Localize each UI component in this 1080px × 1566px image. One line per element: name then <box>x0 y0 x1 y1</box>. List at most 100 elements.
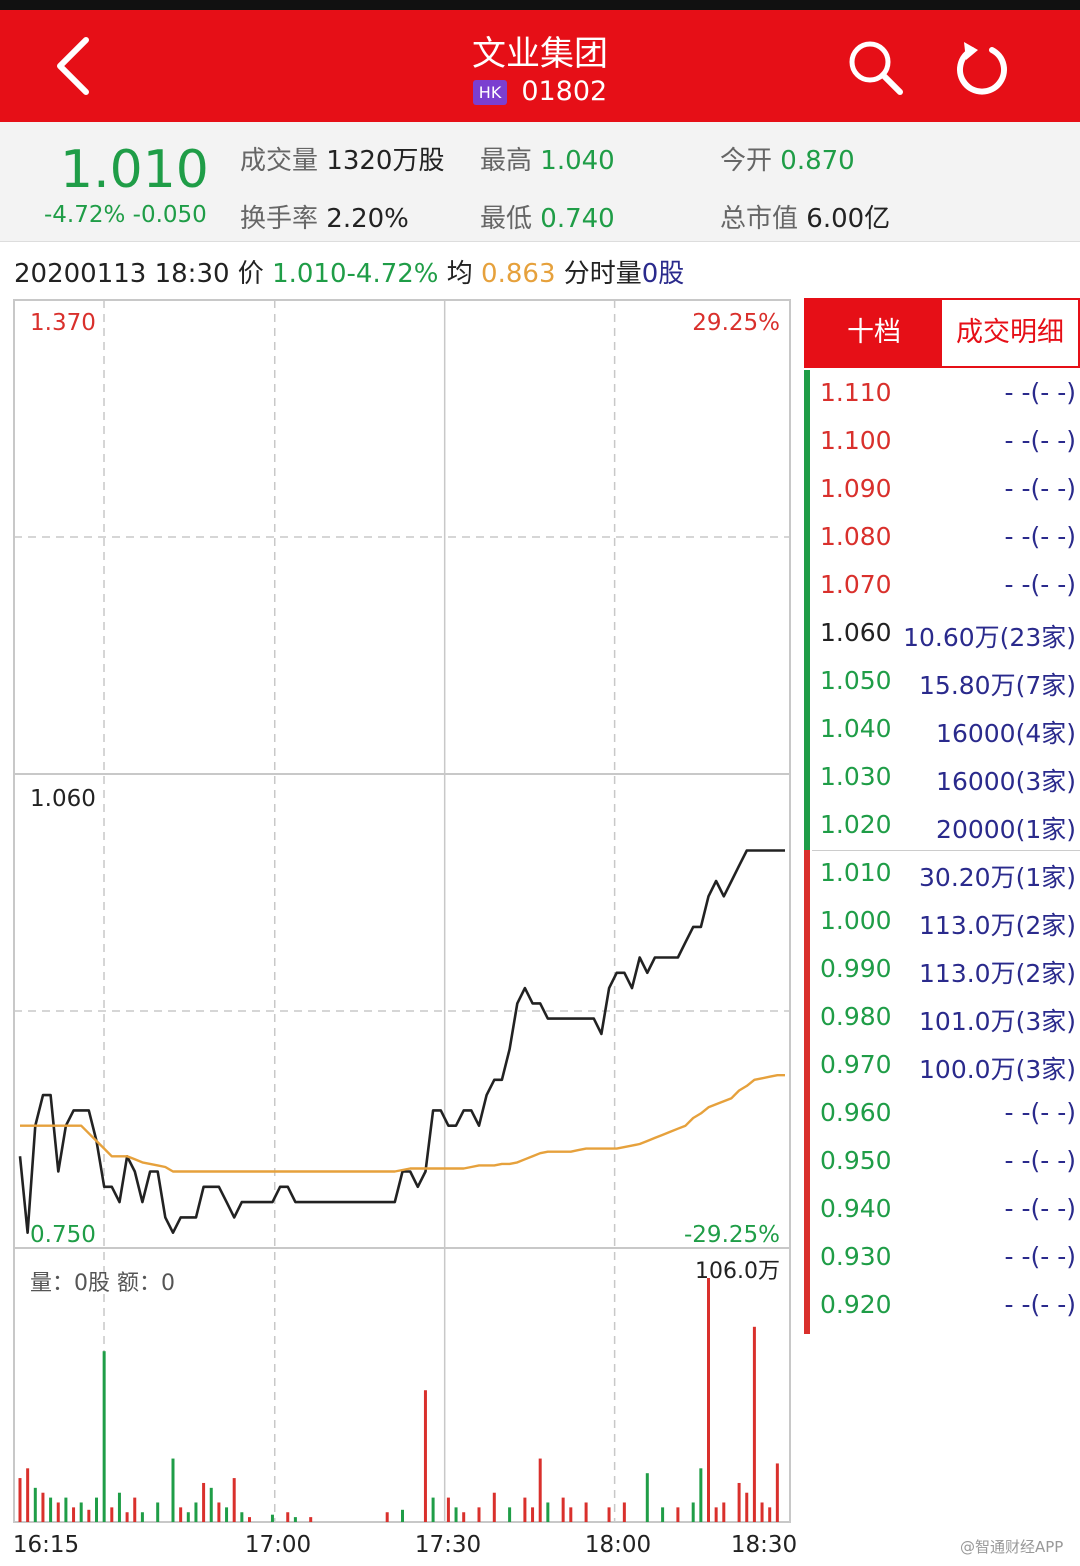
x-axis-tick-label: 18:00 <box>585 1532 651 1558</box>
level-quantity: - -(- -) <box>1004 378 1076 407</box>
high-stat: 最高 1.040 <box>480 140 615 177</box>
volume-bar <box>179 1507 183 1522</box>
volume-bar <box>41 1492 45 1522</box>
ask-level-row: 1.110 - -(- -) <box>820 370 1078 418</box>
intraday-chart[interactable]: 1.370 1.060 0.750 29.25% -29.25% 量：0股 额：0 106.… <box>0 290 800 1566</box>
level-price: 0.920 <box>820 1290 892 1319</box>
quote-summary: 1.010 -4.72% -0.050 成交量 1320万股 最高 1.040 … <box>0 122 1080 242</box>
volume-info-label: 量：0股 额：0 <box>30 1271 175 1296</box>
level-quantity: 20000(1家) <box>936 815 1076 844</box>
volume-bar <box>240 1512 244 1522</box>
bid-level-row: 0.920 - -(- -) <box>820 1282 1078 1330</box>
volume-bar <box>477 1507 481 1522</box>
back-icon[interactable] <box>48 34 104 98</box>
tab-trade-details[interactable]: 成交明细 <box>956 317 1064 348</box>
chart-canvas[interactable]: 1.370 1.060 0.750 29.25% -29.25% 量：0股 额：0 106.… <box>0 290 800 1566</box>
level-price: 1.000 <box>820 906 892 935</box>
volume-bar <box>699 1468 703 1522</box>
volume-bar <box>661 1507 665 1522</box>
info-pct: -4.72% <box>346 259 439 289</box>
volume-label: 成交量 <box>240 146 319 176</box>
volume-bar <box>691 1502 695 1522</box>
level-quantity: 113.0万(2家) <box>919 911 1076 940</box>
ask-level-row: 1.080 - -(- -) <box>820 514 1078 562</box>
level-quantity: 16000(4家) <box>936 719 1076 748</box>
volume-max-label: 106.0万 <box>695 1259 780 1284</box>
volume-bar <box>569 1507 573 1522</box>
y-axis-bottom-label: 0.750 <box>30 1222 96 1248</box>
refresh-icon[interactable] <box>950 38 1014 102</box>
tab-ten-levels[interactable]: 十档 <box>806 300 942 366</box>
x-axis-tick-label: 17:30 <box>415 1532 481 1558</box>
price-change: -4.72% -0.050 <box>44 202 207 228</box>
bid-level-row: 1.010 30.20万(1家) <box>820 850 1078 898</box>
volume-bar <box>87 1509 91 1522</box>
level-price: 0.940 <box>820 1194 892 1223</box>
volume-bar <box>607 1507 611 1522</box>
level-price: 1.050 <box>820 666 892 695</box>
ask-level-row: 1.060 10.60万(23家) <box>820 610 1078 658</box>
low-value: 0.740 <box>540 204 615 234</box>
volume-bar <box>538 1458 542 1522</box>
bid-level-row: 0.980 101.0万(3家) <box>820 994 1078 1042</box>
x-axis-tick-label: 17:00 <box>245 1532 311 1558</box>
mktcap-value: 6.00亿 <box>806 204 891 234</box>
level-quantity: - -(- -) <box>1004 1194 1076 1223</box>
level-price: 1.090 <box>820 474 892 503</box>
info-price-label: 价 <box>237 259 264 289</box>
level-price: 1.080 <box>820 522 892 551</box>
level-quantity: - -(- -) <box>1004 1098 1076 1127</box>
turnover-value: 2.20% <box>326 204 409 234</box>
stock-code-row: HK 01802 <box>0 76 1080 107</box>
mktcap-label: 总市值 <box>720 204 799 234</box>
volume-bar <box>492 1492 496 1522</box>
volume-bar <box>248 1517 251 1522</box>
volume-bar <box>768 1507 772 1522</box>
bid-level-row: 0.950 - -(- -) <box>820 1138 1078 1186</box>
level-price: 1.010 <box>820 858 892 887</box>
level-price: 1.070 <box>820 570 892 599</box>
volume-bar <box>209 1487 213 1522</box>
level-quantity: - -(- -) <box>1004 1242 1076 1271</box>
volume-bar <box>714 1507 718 1522</box>
bid-level-row: 0.990 113.0万(2家) <box>820 946 1078 994</box>
volume-bar <box>133 1497 137 1522</box>
volume-bar <box>171 1458 175 1522</box>
volume-bar <box>722 1502 726 1522</box>
x-axis-tick-label: 18:30 <box>731 1532 797 1558</box>
info-vol: 0股 <box>641 259 685 289</box>
level-quantity: - -(- -) <box>1004 570 1076 599</box>
info-avg-label: 均 <box>446 259 473 289</box>
volume-bar <box>217 1502 221 1522</box>
volume-bar <box>186 1512 190 1522</box>
level-price: 1.040 <box>820 714 892 743</box>
stock-name: 文业集团 <box>472 34 608 74</box>
volume-bar <box>18 1478 22 1522</box>
info-price: 1.010 <box>272 259 347 289</box>
level-price: 0.990 <box>820 954 892 983</box>
level-quantity: - -(- -) <box>1004 1290 1076 1319</box>
low-label: 最低 <box>480 204 533 234</box>
volume-bar <box>110 1507 114 1522</box>
bid-level-row: 0.970 100.0万(3家) <box>820 1042 1078 1090</box>
bid-level-row: 1.000 113.0万(2家) <box>820 898 1078 946</box>
average-line <box>20 1074 785 1173</box>
volume-bar <box>462 1512 466 1522</box>
high-label: 最高 <box>480 146 533 176</box>
search-icon[interactable] <box>846 38 906 98</box>
bid-level-row: 0.930 - -(- -) <box>820 1234 1078 1282</box>
level-price: 0.960 <box>820 1098 892 1127</box>
volume-bar <box>26 1468 30 1522</box>
volume-bar <box>309 1517 313 1522</box>
ask-level-row: 1.040 16000(4家) <box>820 706 1078 754</box>
bid-side-bar <box>804 850 810 1334</box>
bid-level-row: 0.960 - -(- -) <box>820 1090 1078 1138</box>
pct-axis-top-label: 29.25% <box>692 310 780 336</box>
level-price: 0.980 <box>820 1002 892 1031</box>
order-book: 十档 成交明细 1.110 - -(- -) 1.100 - -(- -) 1.090 -… <box>804 298 1080 1348</box>
ask-level-row: 1.070 - -(- -) <box>820 562 1078 610</box>
level-price: 0.950 <box>820 1146 892 1175</box>
level-quantity: 30.20万(1家) <box>919 863 1076 892</box>
info-datetime: 20200113 18:30 <box>14 259 230 289</box>
level-price: 1.030 <box>820 762 892 791</box>
